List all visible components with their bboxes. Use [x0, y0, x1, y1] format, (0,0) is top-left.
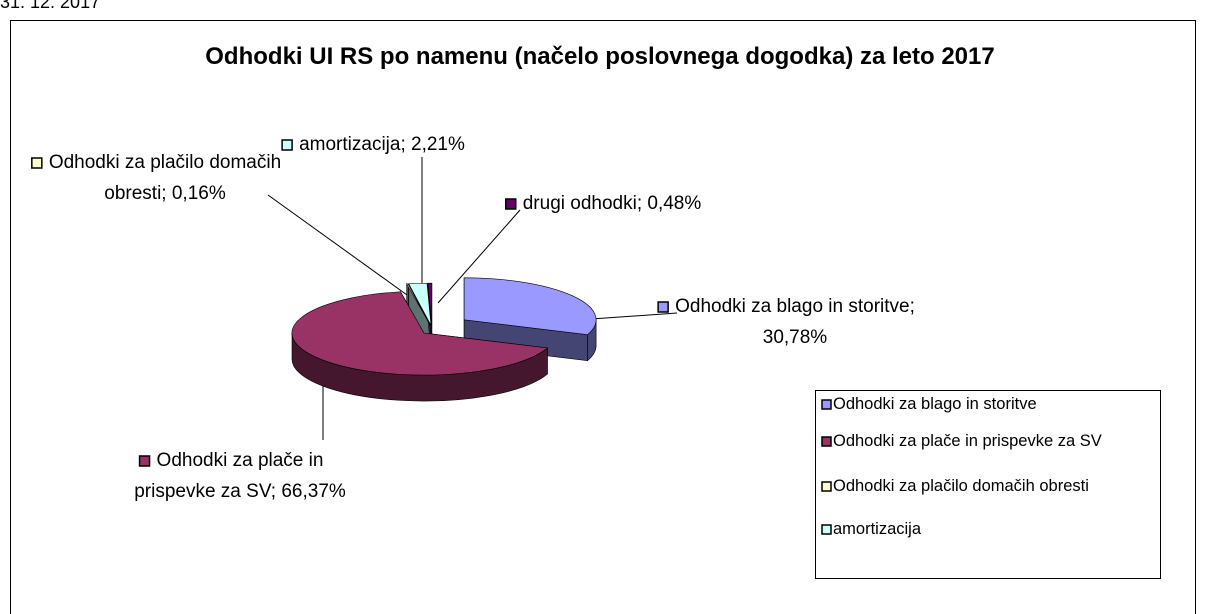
- label-marker: [138, 455, 151, 467]
- legend-swatch: [821, 524, 832, 535]
- legend-label: Odhodki za plače in prispevke za SV: [833, 432, 1102, 450]
- date-note: 31. 12. 2017: [0, 0, 100, 12]
- data-label: Odhodki za plače in prispevke za SV; 66,3…: [134, 450, 346, 502]
- legend-swatch: [821, 481, 832, 492]
- data-label: Odhodki za plačilo domačih obresti; 0,16%: [49, 152, 281, 204]
- legend-swatch: [821, 436, 832, 447]
- legend-box: [815, 390, 1161, 579]
- legend-swatch: [821, 399, 832, 410]
- label-marker: [281, 139, 293, 151]
- label-marker: [657, 301, 669, 313]
- leader-line: [267, 194, 415, 301]
- chart-frame: [10, 20, 1196, 614]
- leader-line: [437, 209, 521, 304]
- data-label: amortizacija; 2,21%: [299, 134, 465, 155]
- legend-label: Odhodki za plačilo domačih obresti: [833, 477, 1089, 495]
- label-marker: [504, 198, 517, 210]
- data-label: drugi odhodki; 0,48%: [523, 193, 702, 214]
- pie-slice: [408, 282, 432, 326]
- chart-title: Odhodki UI RS po namenu (načelo poslovne…: [205, 43, 994, 70]
- pie-tops: [291, 277, 597, 376]
- pie-slice: [463, 277, 597, 336]
- pie-slice: [406, 283, 431, 326]
- pie-slice: [427, 282, 433, 326]
- pie-slice: [291, 291, 549, 376]
- legend-label: amortizacija: [833, 520, 922, 538]
- label-marker: [31, 157, 43, 169]
- legend-label: Odhodki za blago in storitve: [833, 395, 1037, 413]
- data-label: Odhodki za blago in storitve; 30,78%: [675, 296, 915, 348]
